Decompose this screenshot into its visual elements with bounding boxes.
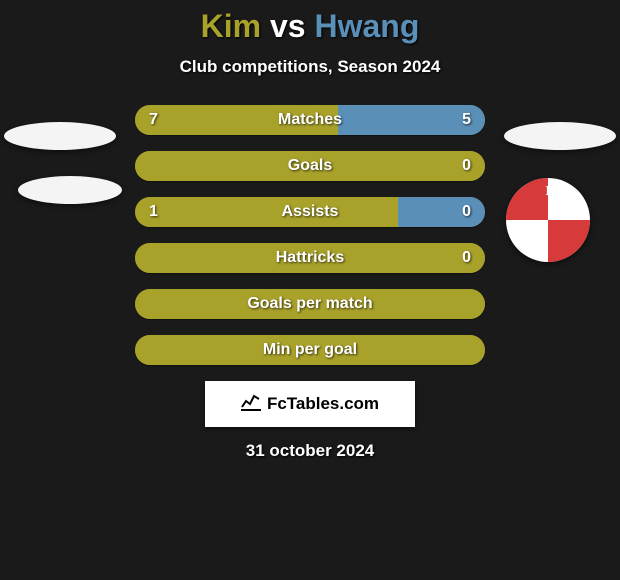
stat-value-right: 5 (462, 105, 471, 135)
badge-text: FcTables.com (267, 394, 379, 414)
player2-name: Hwang (314, 8, 419, 44)
stat-label: Goals per match (135, 289, 485, 319)
stats-container: Matches75Goals0Assists10Hattricks0Goals … (135, 105, 485, 365)
date-text: 31 october 2024 (0, 441, 620, 461)
stat-value-right: 0 (462, 151, 471, 181)
crest-quarter (506, 178, 548, 220)
player-photo-placeholder (18, 176, 122, 204)
chart-icon (241, 393, 261, 416)
stat-row: Hattricks0 (135, 243, 485, 273)
stat-label: Min per goal (135, 335, 485, 365)
stat-row: Goals per match (135, 289, 485, 319)
vs-text: vs (270, 8, 306, 44)
stat-row: Min per goal (135, 335, 485, 365)
player-photo-placeholder (4, 122, 116, 150)
crest-letter: I (545, 184, 550, 200)
stat-value-left: 1 (149, 197, 158, 227)
club-crest: I (506, 178, 590, 262)
stat-value-right: 0 (462, 197, 471, 227)
stat-label: Hattricks (135, 243, 485, 273)
crest-quarter (548, 220, 590, 262)
player1-name: Kim (201, 8, 261, 44)
player-photo-placeholder (504, 122, 616, 150)
stat-row: Matches7 5 (135, 105, 485, 135)
stat-label: Matches (135, 105, 485, 135)
stat-value-left: 7 (149, 105, 158, 135)
subtitle: Club competitions, Season 2024 (0, 57, 620, 77)
stat-row: Assists1 0 (135, 197, 485, 227)
source-badge[interactable]: FcTables.com (205, 381, 415, 427)
stat-value-right: 0 (462, 243, 471, 273)
stat-label: Assists (135, 197, 485, 227)
comparison-title: Kim vs Hwang (0, 8, 620, 45)
stat-label: Goals (135, 151, 485, 181)
stat-row: Goals0 (135, 151, 485, 181)
